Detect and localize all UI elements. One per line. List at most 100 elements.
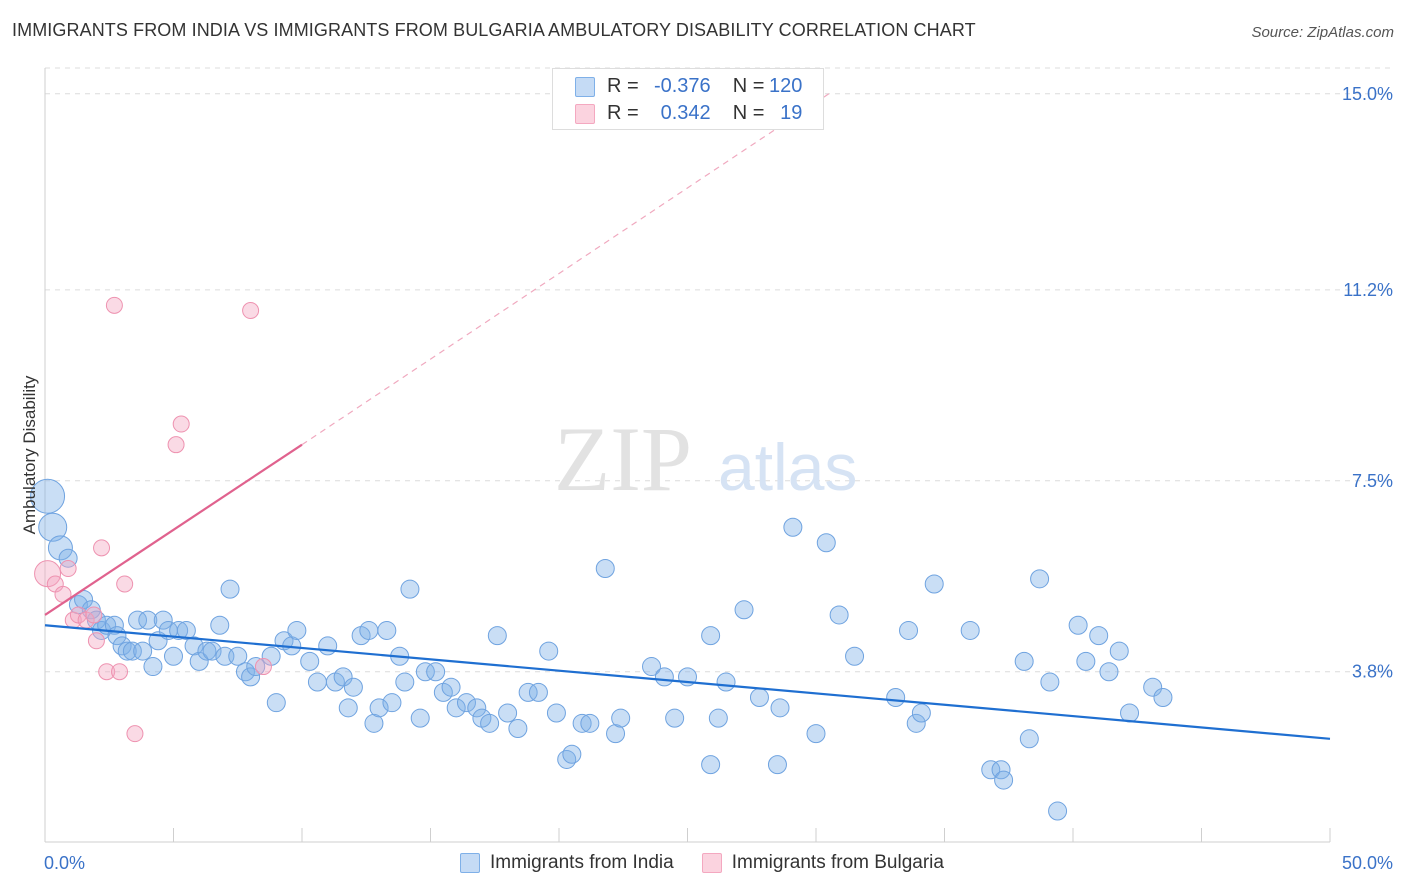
bulgaria-point — [126, 725, 144, 743]
y-tick-labels: 3.8% 7.5% 11.2% 15.0% — [1342, 84, 1393, 682]
india-point — [487, 626, 507, 646]
india-point — [122, 641, 142, 661]
india-point — [343, 677, 363, 697]
india-point — [395, 672, 415, 692]
bulgaria-trend-extension — [301, 93, 830, 446]
india-point — [557, 749, 577, 769]
india-point — [806, 724, 826, 744]
india-point — [410, 708, 430, 728]
india-point — [1040, 672, 1060, 692]
india-point — [1048, 801, 1068, 821]
india-point — [128, 610, 148, 630]
india-point — [783, 517, 803, 537]
india-point — [30, 478, 66, 514]
bulgaria-point — [85, 606, 103, 624]
y-tick-label: 7.5% — [1352, 471, 1393, 491]
y-axis-label: Ambulatory Disability — [20, 375, 39, 534]
legend-india-swatch — [460, 853, 480, 873]
india-point — [300, 651, 320, 671]
india-point — [498, 703, 518, 723]
y-tick-label: 3.8% — [1352, 662, 1393, 682]
bottom-legend: Immigrants from India Immigrants from Bu… — [460, 852, 944, 874]
india-point — [1068, 615, 1088, 635]
bulgaria-points — [34, 296, 272, 743]
legend-item-india[interactable]: Immigrants from India — [460, 852, 674, 874]
india-point — [184, 636, 204, 656]
india-point — [845, 646, 865, 666]
watermark-zip: ZIP — [554, 408, 692, 510]
india-point — [287, 620, 307, 640]
india-point — [377, 620, 397, 640]
x-tick-label-min: 0.0% — [44, 853, 85, 873]
legend-bulgaria-swatch — [701, 853, 722, 873]
india-point — [138, 610, 158, 630]
india-point — [1030, 569, 1050, 589]
bulgaria-point — [254, 658, 272, 676]
india-trend-line — [44, 624, 1331, 740]
india-point — [153, 610, 173, 630]
bulgaria-trend-line — [44, 443, 303, 616]
india-point — [235, 662, 255, 682]
india-point — [911, 703, 931, 723]
bulgaria-point — [105, 296, 123, 314]
bulgaria-point — [93, 539, 111, 557]
india-point — [369, 698, 389, 718]
india-point — [716, 672, 736, 692]
india-point — [117, 641, 137, 661]
india-point — [749, 688, 769, 708]
india-point — [767, 755, 787, 775]
chart-title: IMMIGRANTS FROM INDIA VS IMMIGRANTS FROM… — [12, 20, 976, 40]
bulgaria-point — [111, 663, 129, 681]
india-point — [359, 620, 379, 640]
bulgaria-r-label: R = — [607, 102, 639, 124]
india-point — [456, 693, 476, 713]
bulgaria-point — [116, 575, 134, 593]
india-point — [546, 703, 566, 723]
india-point — [164, 646, 183, 666]
india-point — [924, 574, 944, 594]
india-n-value: 120 — [769, 75, 803, 97]
bulgaria-point — [87, 632, 105, 650]
india-point — [307, 672, 327, 692]
bulgaria-n-label: N = — [732, 102, 765, 124]
bulgaria-r-value: 0.342 — [660, 102, 711, 124]
india-point — [210, 615, 230, 635]
india-point — [595, 559, 615, 579]
india-point — [654, 667, 674, 687]
india-point — [1109, 641, 1129, 661]
india-point — [197, 641, 217, 661]
india-n-label: N = — [732, 75, 765, 97]
bulgaria-point — [242, 302, 260, 320]
bulgaria-point — [172, 415, 190, 433]
india-point — [382, 693, 402, 713]
legend-item-bulgaria[interactable]: Immigrants from Bulgaria — [701, 852, 944, 874]
india-point — [518, 682, 538, 702]
india-point — [1153, 688, 1173, 708]
india-point — [1019, 729, 1039, 749]
bulgaria-n-value: 19 — [780, 102, 803, 124]
y-tick-label: 11.2% — [1343, 280, 1393, 300]
india-point — [1014, 651, 1034, 671]
india-point — [1076, 651, 1096, 671]
bulgaria-swatch — [575, 103, 595, 124]
india-point — [480, 713, 500, 733]
india-point — [228, 646, 248, 666]
india-point — [202, 641, 222, 661]
india-point — [734, 600, 754, 620]
india-point — [611, 708, 631, 728]
india-point — [899, 620, 919, 640]
bulgaria-point — [167, 436, 185, 454]
watermark-atlas: atlas — [718, 430, 857, 504]
india-point — [441, 677, 461, 697]
india-point — [906, 713, 926, 733]
india-point — [333, 667, 353, 687]
y-tick-label: 15.0% — [1342, 84, 1393, 104]
india-point — [220, 579, 240, 599]
india-point — [241, 667, 261, 687]
india-swatch — [575, 76, 595, 97]
india-point — [994, 770, 1014, 790]
india-point — [318, 636, 338, 656]
india-point — [606, 724, 626, 744]
india-r-value: -0.376 — [653, 75, 711, 97]
